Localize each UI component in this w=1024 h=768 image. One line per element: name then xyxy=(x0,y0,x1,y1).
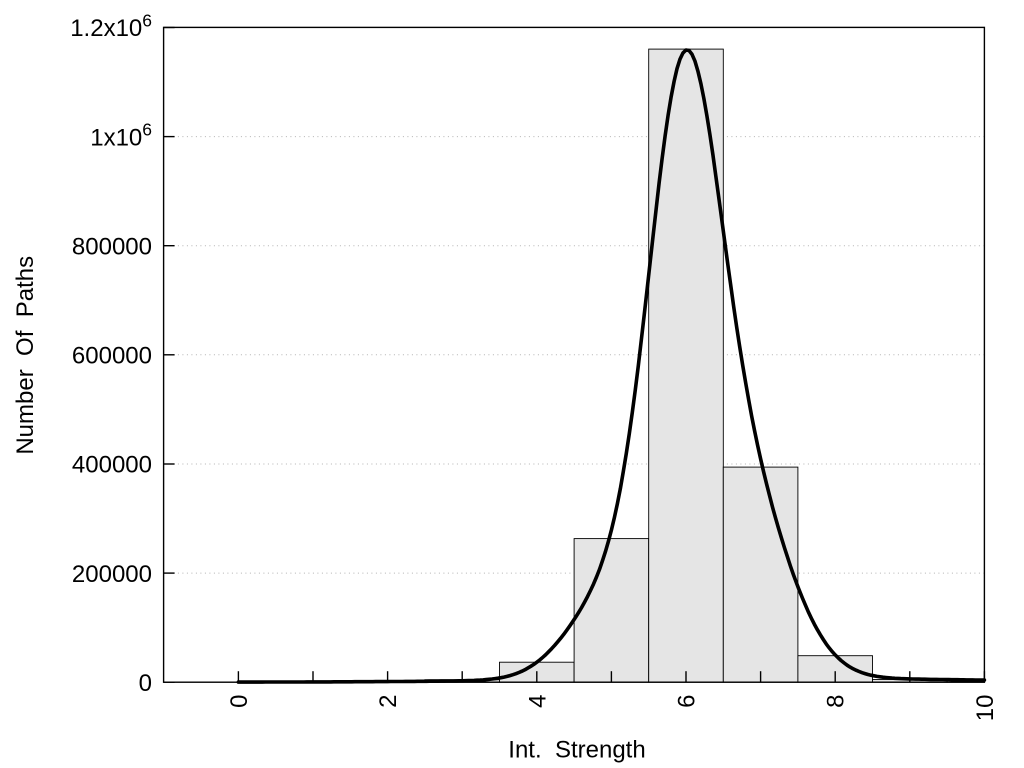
svg-text:1.2x106: 1.2x106 xyxy=(70,11,152,43)
svg-text:400000: 400000 xyxy=(72,452,152,479)
svg-text:6: 6 xyxy=(674,695,701,708)
svg-text:0: 0 xyxy=(139,670,152,697)
svg-text:10: 10 xyxy=(972,695,999,722)
svg-text:4: 4 xyxy=(524,695,551,708)
svg-text:1x106: 1x106 xyxy=(90,120,152,152)
svg-text:Number Of Paths: Number Of Paths xyxy=(12,256,39,455)
svg-text:Int. Strength: Int. Strength xyxy=(508,737,645,764)
svg-text:0: 0 xyxy=(226,695,253,708)
svg-text:8: 8 xyxy=(823,695,850,708)
svg-text:2: 2 xyxy=(375,695,402,708)
svg-text:600000: 600000 xyxy=(72,343,152,370)
svg-text:200000: 200000 xyxy=(72,561,152,588)
svg-text:800000: 800000 xyxy=(72,233,152,260)
